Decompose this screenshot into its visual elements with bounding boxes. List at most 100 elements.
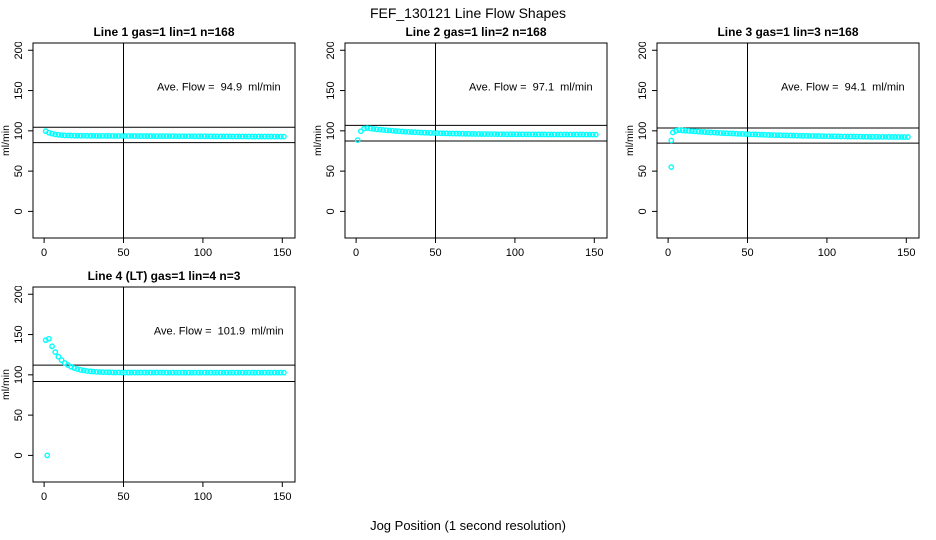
data-point [176,369,182,376]
data-point [774,132,781,139]
data-point [446,130,453,137]
data-point [61,132,68,139]
data-point [45,129,52,136]
data-point [577,131,583,138]
data-point [548,131,555,138]
data-point [261,133,268,140]
data-point [844,133,851,140]
y-tick-label: 150 [13,325,25,343]
panel-line-2: Line 2 gas=1 lin=2 n=168 0 50 100 150 0 50 100… [312,22,624,275]
data-point [55,131,62,138]
data-point [147,133,154,139]
data-point [717,130,724,136]
data-point [74,366,81,373]
panel-line-1: Line 1 gas=1 lin=1 n=168 0 50 100 150 0 50 100… [0,22,312,275]
data-point [230,369,236,376]
data-point [485,131,491,138]
data-point [475,131,482,137]
data-point [551,131,558,138]
data-point [526,131,533,138]
data-point [230,133,236,140]
data-point [793,132,800,139]
data-point [119,369,125,376]
data-point [207,133,214,140]
data-point [860,133,867,140]
data-point [689,128,695,135]
data-point [500,131,507,138]
data-point [49,130,55,137]
panel-line-3: Line 3 gas=1 lin=3 n=168 0 50 100 150 0 50 100… [624,22,936,275]
data-point [431,130,437,136]
data-point [701,129,708,135]
data-point [280,369,287,376]
data-point [195,369,202,376]
plot-box [344,42,608,239]
data-point [217,133,224,140]
data-point [99,369,106,376]
y-tick-label: 150 [13,81,25,99]
data-point [207,369,214,376]
data-point [87,132,94,139]
data-point [885,134,892,140]
data-point [459,130,466,137]
data-point [131,369,138,376]
data-point [904,134,911,140]
data-point [561,131,568,138]
data-point [214,133,221,140]
data-point [857,133,864,140]
y-tick-label: 150 [637,81,649,99]
data-point [465,130,472,137]
data-point [125,369,132,376]
data-point [160,369,167,376]
data-point [418,129,425,136]
data-point [169,369,176,376]
data-point [723,130,730,137]
data-point [80,132,87,139]
data-point [223,133,230,140]
data-point [90,132,97,139]
data-point [558,131,564,138]
data-point [523,131,529,138]
data-point [494,131,501,138]
data-point [144,133,151,139]
data-point [554,131,561,138]
data-point [679,127,686,134]
data-point [163,369,170,376]
data-point [456,130,463,137]
data-point [787,132,794,139]
data-point [271,369,278,376]
data-point [809,133,816,139]
data-point [103,369,109,376]
data-point [819,133,826,140]
data-point [141,133,148,139]
data-point [153,133,160,140]
data-point [153,369,160,376]
data-point [277,133,284,140]
data-point [236,369,243,376]
data-point [704,129,711,136]
data-point [179,133,186,140]
data-point [529,131,536,138]
data-point [93,368,100,375]
data-point [211,369,217,376]
data-point [746,131,752,138]
data-point [44,452,51,459]
data-point [580,131,587,138]
data-point [204,369,211,376]
data-point [71,365,78,371]
main-title: FEF_130121 Line Flow Shapes [369,5,567,21]
data-point [150,133,157,140]
data-point [592,131,599,138]
data-point [854,133,860,140]
data-point [192,133,198,140]
data-point [106,369,113,376]
x-tick-label: 100 [818,247,836,259]
data-point [220,369,227,376]
x-tick-label: 0 [665,247,671,259]
data-point [421,129,428,136]
x-tick-label: 0 [353,247,359,259]
data-point [364,125,371,131]
data-point [147,369,154,376]
data-point [889,134,895,140]
data-point [182,369,189,376]
